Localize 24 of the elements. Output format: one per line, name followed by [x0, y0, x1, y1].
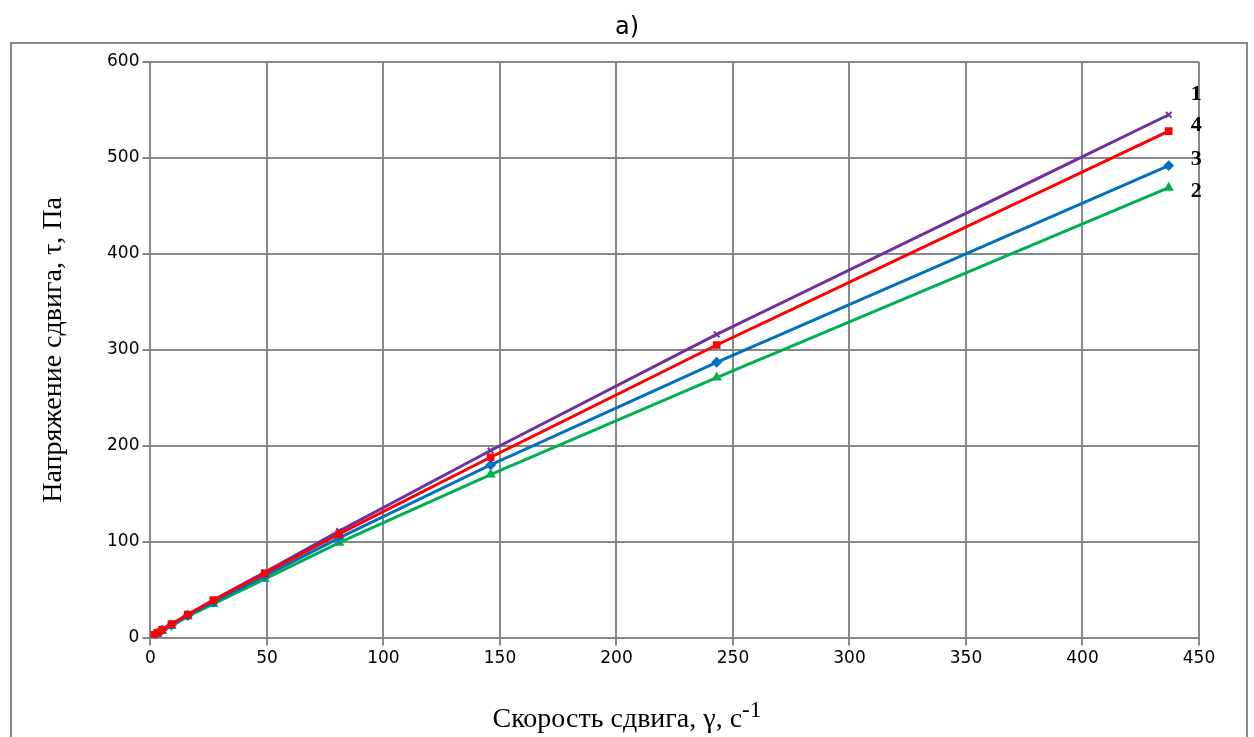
chart-title: a): [613, 12, 641, 40]
series-label: 2: [1190, 177, 1202, 203]
x-tick-label: 50: [256, 647, 278, 668]
x-tick-label: 450: [1182, 647, 1216, 668]
y-tick-label: 600: [106, 50, 140, 71]
y-axis-title: Напряжение сдвига, τ, Па: [36, 197, 68, 503]
x-tick-label: 350: [949, 647, 983, 668]
x-tick-label: 250: [716, 647, 750, 668]
y-tick-label: 100: [106, 530, 140, 551]
y-tick-label: 400: [106, 242, 140, 263]
series-label: 1: [1190, 80, 1202, 106]
x-tick-label: 400: [1066, 647, 1099, 668]
series-label: 3: [1190, 145, 1202, 171]
x-axis-title: Скорость сдвига, γ, с$^{-1}$: [491, 696, 763, 735]
x-tick-label: 200: [600, 647, 633, 668]
x-tick-label: 100: [367, 647, 400, 668]
y-tick-label: 200: [106, 434, 140, 455]
x-tick-label: 0: [145, 647, 156, 668]
y-tick-label: 0: [128, 626, 140, 647]
y-tick-label: 500: [106, 146, 140, 167]
y-tick-label: 300: [106, 338, 140, 359]
x-tick-label: 150: [483, 647, 517, 668]
series-label: 4: [1190, 110, 1202, 136]
x-tick-label: 300: [833, 647, 866, 668]
